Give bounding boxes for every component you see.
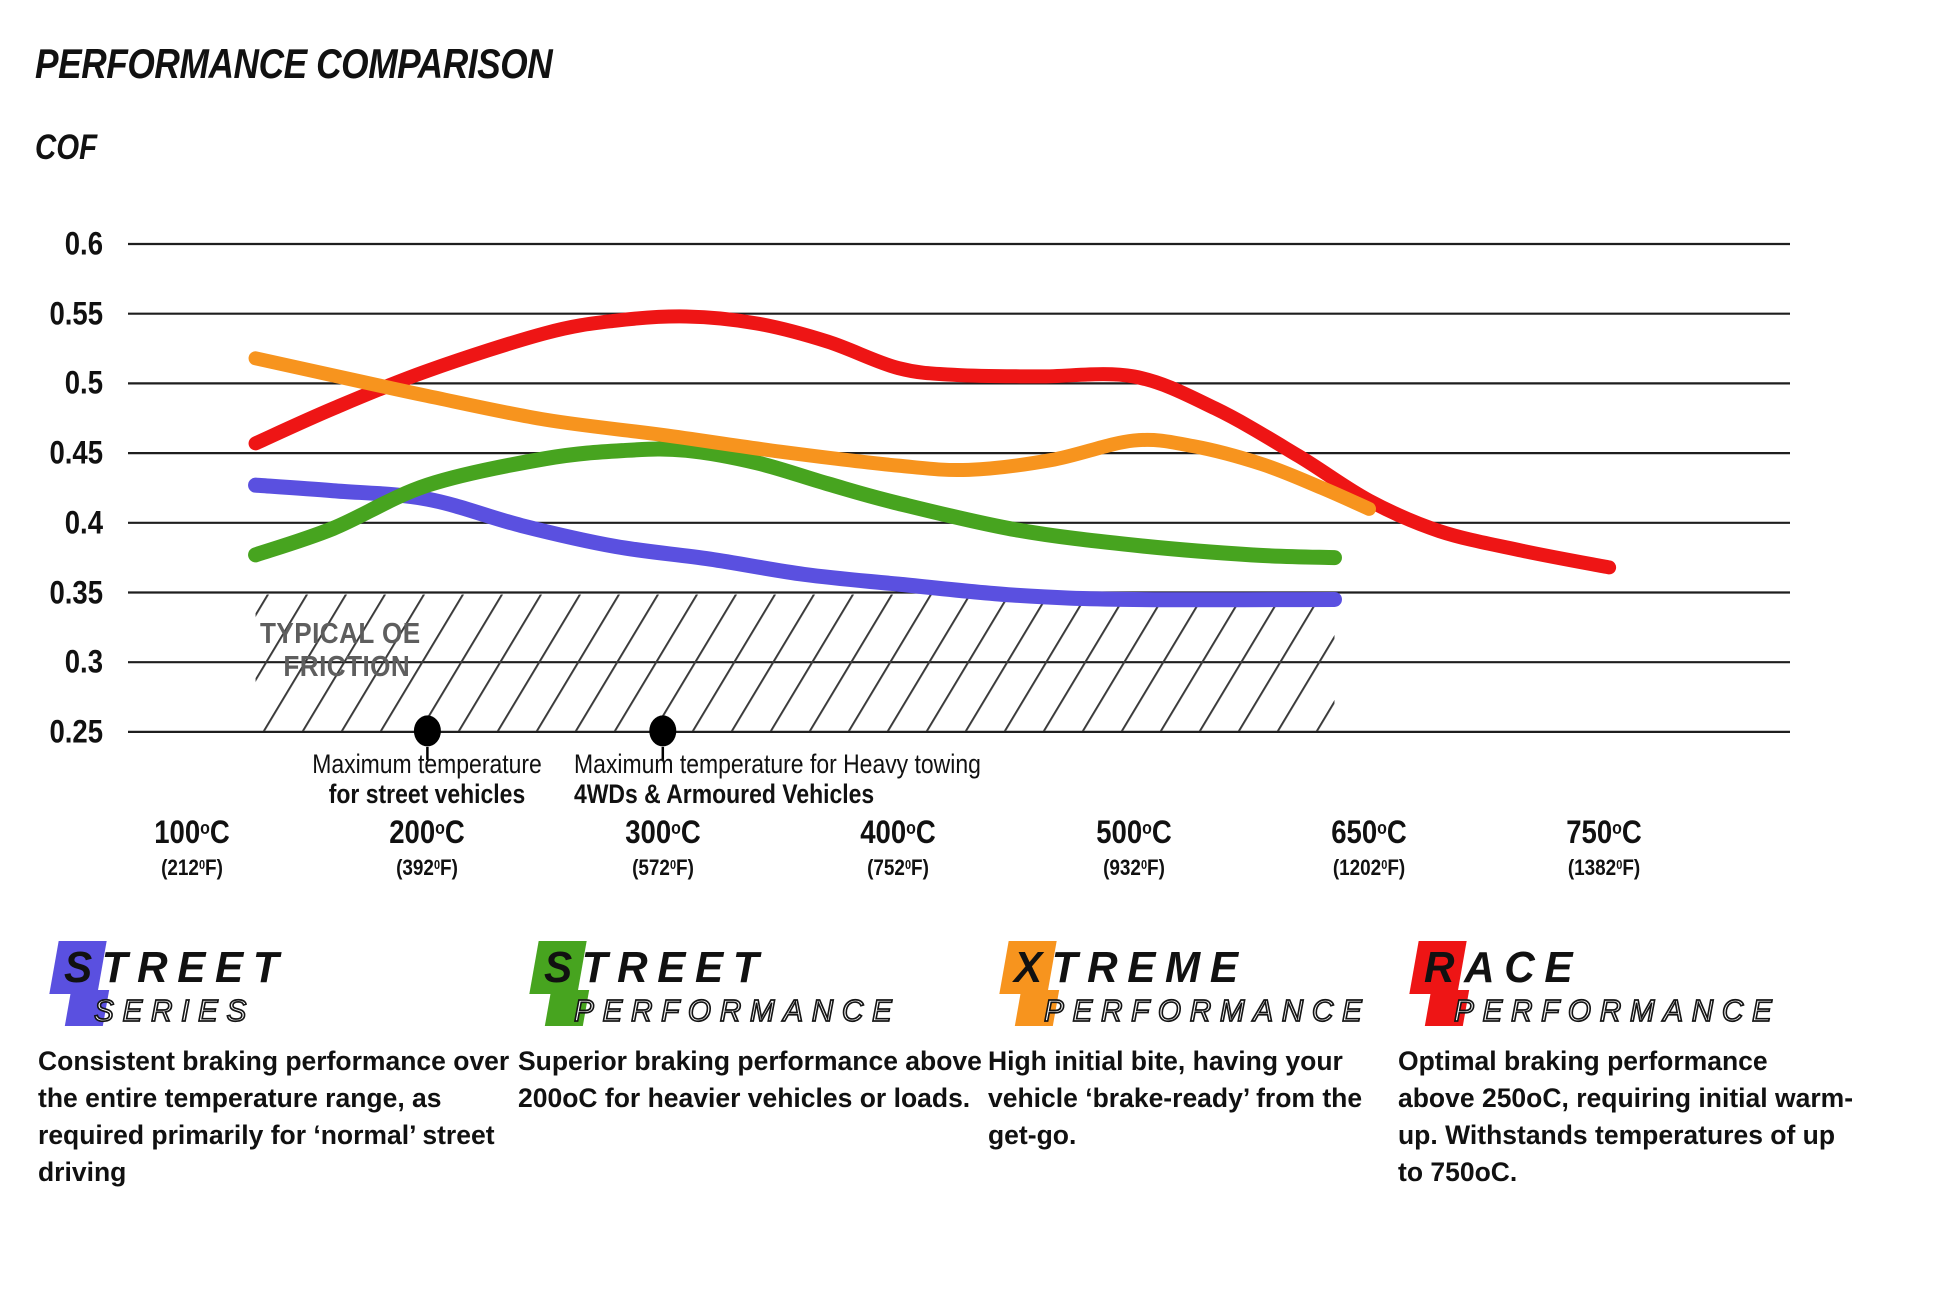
page-title: PERFORMANCE COMPARISON (35, 40, 553, 87)
logo-word-secondary: PERFORMANCE (1453, 992, 1781, 1029)
street-series-logo: STREET SERIES (38, 935, 538, 1035)
y-tick-label: 0.6 (64, 225, 103, 262)
logo-word-primary: XTREME (1014, 943, 1248, 992)
y-tick-label: 0.4 (64, 504, 103, 541)
annotation-max-temp-towing: Maximum temperature for Heavy towing 4WD… (574, 749, 981, 809)
oe-label-line1: TYPICAL OE (260, 618, 421, 650)
legend-item-street-series: STREET SERIES Consistent braking perform… (38, 935, 538, 1187)
annotation-line2: for street vehicles (329, 778, 526, 809)
legend-item-street-performance: STREET PERFORMANCE Superior braking perf… (518, 935, 1018, 1113)
legend-description: Superior braking performance above 200oC… (518, 1046, 982, 1113)
x-tick-label: 750oC (13820F) (1566, 814, 1643, 880)
logo-word-secondary: PERFORMANCE (1043, 992, 1371, 1029)
legend-item-xtreme-performance: XTREME PERFORMANCE High initial bite, ha… (988, 935, 1488, 1150)
marker-dot (649, 715, 677, 747)
x-tick-label: 650oC (12020F) (1331, 814, 1407, 880)
legend-description: Consistent braking performance over the … (38, 1046, 510, 1187)
legend-item-race-performance: RACE PERFORMANCE Optimal braking perform… (1398, 935, 1898, 1187)
race-performance-logo: RACE PERFORMANCE (1398, 935, 1898, 1035)
xtreme-performance-logo: XTREME PERFORMANCE (988, 935, 1488, 1035)
cof-temperature-chart (128, 242, 1790, 760)
series-line-street-series (248, 477, 1342, 608)
logo-word-primary: STREET (64, 943, 289, 992)
annotation-line2: 4WDs & Armoured Vehicles (574, 778, 875, 809)
x-tick-label: 200oC (3920F) (389, 814, 466, 880)
annotation-line1: Maximum temperature (312, 749, 543, 779)
y-tick-label: 0.35 (49, 574, 103, 610)
x-tick-label: 400oC (7520F) (860, 814, 936, 880)
y-axis-title: COF (35, 128, 98, 167)
annotation-line1: Maximum temperature for Heavy towing (574, 749, 981, 779)
y-tick-label: 0.25 (49, 713, 103, 750)
marker-dot (413, 715, 441, 747)
series-line-xtreme-performance (248, 351, 1376, 516)
logo-word-primary: RACE (1424, 943, 1583, 992)
legend-description: High initial bite, having your vehicle ‘… (988, 1046, 1363, 1150)
typical-oe-friction-label: TYPICAL OE FRICTION (260, 618, 421, 684)
annotation-max-temp-street: Maximum temperature for street vehicles (240, 749, 614, 809)
y-tick-label: 0.5 (64, 364, 103, 401)
logo-word-secondary: PERFORMANCE (573, 992, 901, 1029)
series-line-race-performance (248, 309, 1617, 575)
x-tick-label: 100oC (2120F) (154, 814, 230, 880)
y-tick-label: 0.3 (64, 643, 103, 680)
street-performance-logo: STREET PERFORMANCE (518, 935, 1018, 1035)
x-tick-label: 500oC (9320F) (1095, 814, 1172, 880)
logo-word-secondary: SERIES (93, 992, 256, 1029)
x-tick-label: 300oC (5720F) (625, 814, 701, 880)
y-tick-label: 0.55 (49, 295, 103, 332)
typical-oe-friction-band (255, 594, 1335, 731)
legend: STREET SERIES Consistent braking perform… (0, 935, 1946, 1305)
legend-description: Optimal braking performance above 250oC,… (1398, 1046, 1854, 1187)
logo-word-primary: STREET (544, 943, 769, 992)
oe-label-line2: FRICTION (283, 651, 411, 683)
y-tick-label: 0.45 (49, 434, 103, 471)
series-line-street-performance (248, 441, 1342, 566)
